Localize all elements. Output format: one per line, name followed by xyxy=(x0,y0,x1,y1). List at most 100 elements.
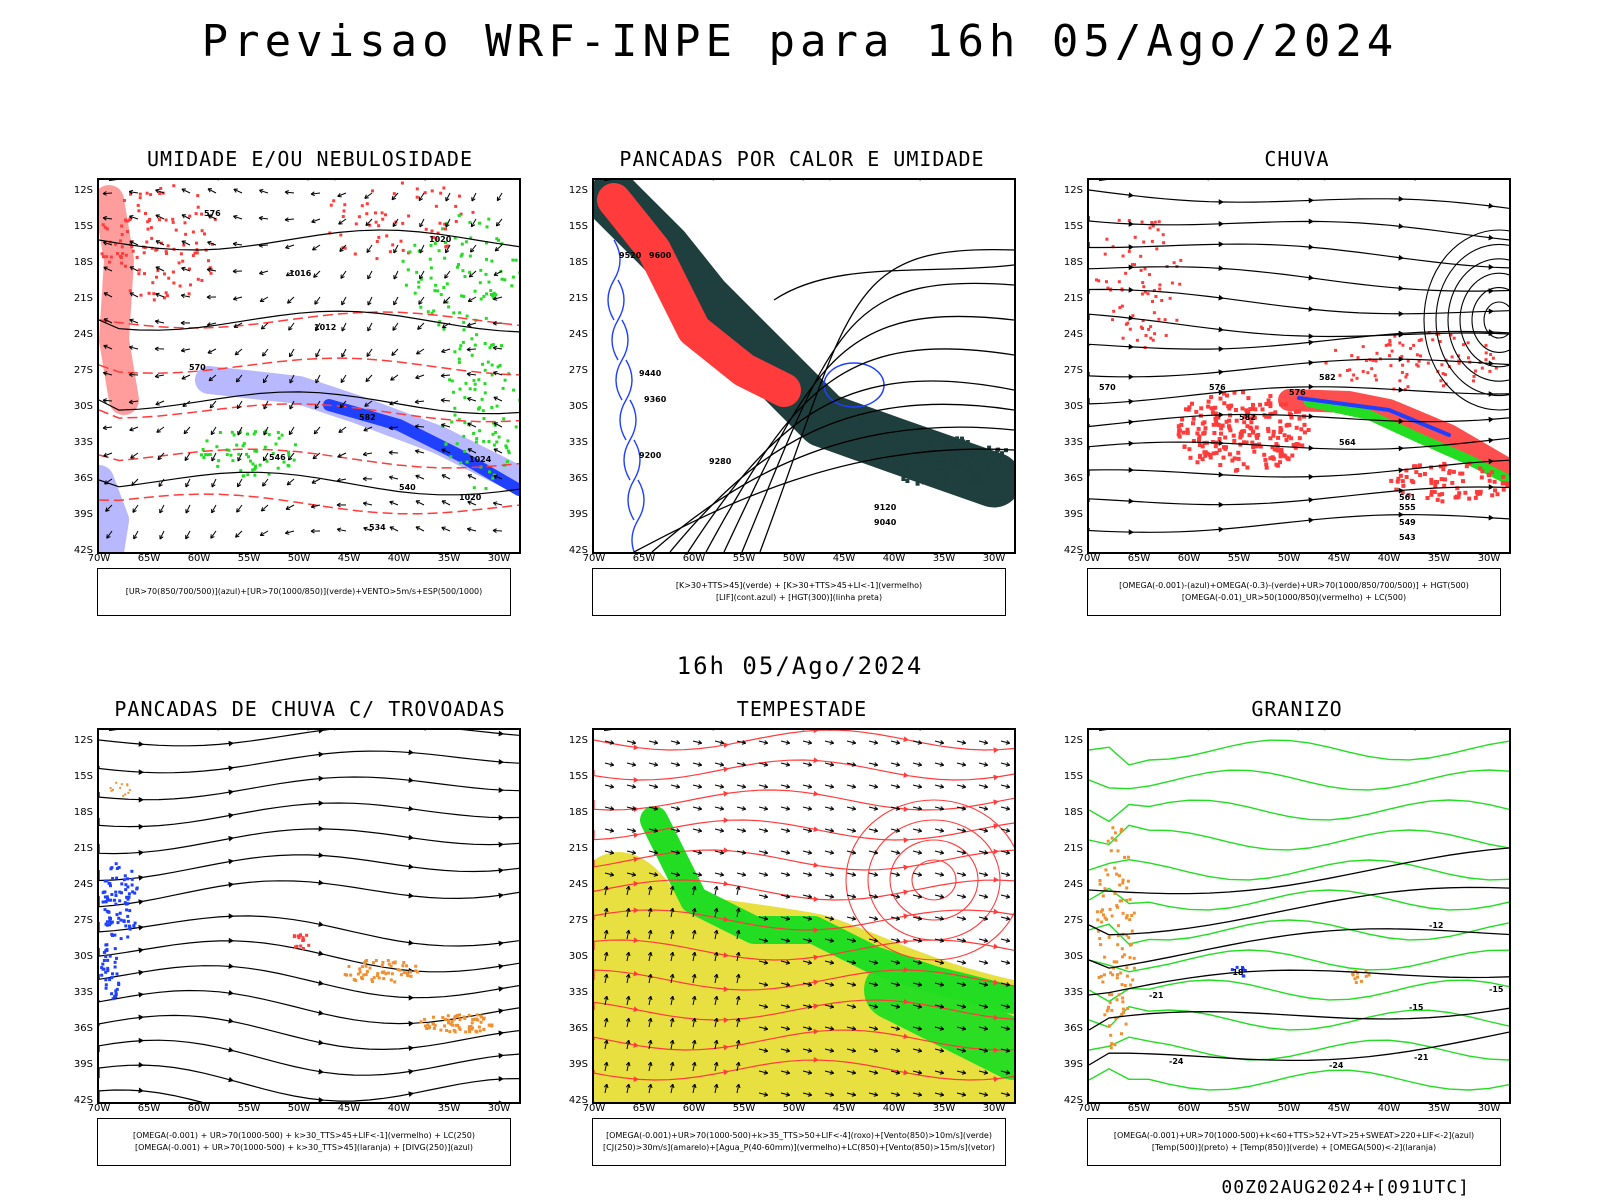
contour-label: 9600 xyxy=(649,251,672,260)
lat-tick-label: 15S xyxy=(73,771,93,782)
lat-tick-label: 30S xyxy=(1063,401,1083,412)
contour-label: -18 xyxy=(1229,968,1244,977)
contour-label: -21 xyxy=(1414,1053,1429,1062)
legend-line: [CJ(250)>30m/s](amarelo)+[Agua_P(40-60mm… xyxy=(603,1143,995,1152)
contour-label: 576 xyxy=(204,209,221,218)
lat-tick-label: 21S xyxy=(568,293,588,304)
map-plot: 1016 1012 1020 1024 570 576 582 546 540 534 1020 xyxy=(99,180,519,552)
lon-tick-label: 35W xyxy=(932,553,956,564)
forecast-map: -12 -15 -18 -21 -24 -15 -21 -24 xyxy=(1087,728,1511,1104)
contour-label: 9040 xyxy=(874,518,897,527)
lon-tick-label: 70W xyxy=(1077,1103,1101,1114)
lat-tick-label: 12S xyxy=(1063,735,1083,746)
panel-title: CHUVA xyxy=(1264,147,1330,171)
forecast-map: 1016 1012 1020 1024 570 576 582 546 540 534 1020 xyxy=(97,178,521,554)
lat-tick-label: 39S xyxy=(568,509,588,520)
lon-tick-label: 50W xyxy=(287,553,311,564)
lon-tick-label: 50W xyxy=(1277,1103,1301,1114)
lon-tick-label: 35W xyxy=(1427,553,1451,564)
lon-tick-label: 50W xyxy=(287,1103,311,1114)
lat-tick-label: 42S xyxy=(568,545,588,556)
contour-label: 576 xyxy=(1209,383,1226,392)
panel-legend: [K>30+TTS>45](verde) + [K>30+TTS>45+LI<-… xyxy=(592,568,1006,616)
lat-tick-label: 36S xyxy=(568,473,588,484)
lat-tick-label: 15S xyxy=(568,221,588,232)
lon-tick-label: 50W xyxy=(1277,553,1301,564)
panel-title: PANCADAS POR CALOR E UMIDADE xyxy=(619,147,985,171)
lon-tick-label: 55W xyxy=(1227,553,1251,564)
contour-label: -24 xyxy=(1329,1061,1344,1070)
lon-tick-label: 65W xyxy=(632,553,656,564)
lon-tick-label: 45W xyxy=(337,1103,361,1114)
lon-tick-label: 40W xyxy=(1377,1103,1401,1114)
lat-tick-label: 15S xyxy=(1063,771,1083,782)
lat-tick-label: 42S xyxy=(73,1095,93,1106)
lat-tick-label: 27S xyxy=(73,365,93,376)
map-plot: 9520 9600 9440 9360 9280 9200 9120 9040 xyxy=(594,180,1014,552)
lat-tick-label: 33S xyxy=(1063,987,1083,998)
lat-tick-label: 24S xyxy=(1063,329,1083,340)
valid-time-subtitle: 16h 05/Ago/2024 xyxy=(676,652,924,680)
lon-tick-label: 50W xyxy=(782,1103,806,1114)
contour-label: 582 xyxy=(1239,413,1256,422)
lat-tick-label: 21S xyxy=(73,843,93,854)
legend-line: [LIF](cont.azul) + [HGT(300)](linha pret… xyxy=(715,593,883,602)
lon-tick-label: 40W xyxy=(387,553,411,564)
lat-tick-label: 36S xyxy=(73,1023,93,1034)
lat-tick-label: 24S xyxy=(73,879,93,890)
lat-tick-label: 12S xyxy=(568,185,588,196)
legend-line: [OMEGA(-0.001)+UR>70(1000-500)+k<60+TTS>… xyxy=(1113,1131,1475,1140)
lon-tick-label: 30W xyxy=(487,1103,511,1114)
lat-tick-label: 39S xyxy=(1063,1059,1083,1070)
lat-tick-label: 21S xyxy=(73,293,93,304)
lat-tick-label: 21S xyxy=(1063,843,1083,854)
lon-tick-label: 45W xyxy=(1327,553,1351,564)
lat-tick-label: 33S xyxy=(73,437,93,448)
lat-tick-label: 24S xyxy=(568,329,588,340)
lat-tick-label: 24S xyxy=(568,879,588,890)
lat-tick-label: 27S xyxy=(1063,915,1083,926)
lat-tick-label: 12S xyxy=(73,185,93,196)
lon-tick-label: 65W xyxy=(632,1103,656,1114)
contour-label: -24 xyxy=(1169,1057,1184,1066)
contour-label: 9120 xyxy=(874,503,897,512)
forecast-map: 570576582558564570576582561555549543 xyxy=(1087,178,1511,554)
lon-tick-label: 60W xyxy=(682,1103,706,1114)
lat-tick-label: 36S xyxy=(1063,1023,1083,1034)
lon-tick-label: 40W xyxy=(387,1103,411,1114)
lon-tick-label: 60W xyxy=(187,553,211,564)
main-title: Previsao WRF-INPE para 16h 05/Ago/2024 xyxy=(201,16,1399,67)
contour-label: 576 xyxy=(1289,388,1306,397)
lat-tick-label: 18S xyxy=(1063,257,1083,268)
lat-tick-label: 30S xyxy=(73,401,93,412)
lon-tick-label: 50W xyxy=(782,553,806,564)
map-plot: 570576582558564570576582561555549543 xyxy=(1089,180,1509,542)
forecast-map: 9520 9600 9440 9360 9280 9200 9120 9040 xyxy=(592,178,1016,554)
lon-tick-label: 40W xyxy=(882,553,906,564)
lon-tick-label: 35W xyxy=(437,553,461,564)
lat-tick-label: 18S xyxy=(73,807,93,818)
lat-tick-label: 21S xyxy=(568,843,588,854)
contour-label: 582 xyxy=(359,413,376,422)
lat-tick-label: 39S xyxy=(73,509,93,520)
contour-label: 9200 xyxy=(639,451,662,460)
lon-tick-label: 45W xyxy=(832,1103,856,1114)
lat-tick-label: 33S xyxy=(568,987,588,998)
lon-tick-label: 65W xyxy=(1127,553,1151,564)
lat-tick-label: 33S xyxy=(568,437,588,448)
panel-title: UMIDADE E/OU NEBULOSIDADE xyxy=(146,147,474,171)
forecast-map xyxy=(592,728,1016,1104)
lat-tick-label: 39S xyxy=(1063,509,1083,520)
contour-label: 9520 xyxy=(619,251,642,260)
model-run-label: 00Z02AUG2024+[091UTC] xyxy=(1221,1177,1470,1198)
legend-line: [OMEGA(-0.01)_UR>50(1000/850)(vermelho) … xyxy=(1181,593,1407,602)
forecast-map xyxy=(97,728,521,1104)
contour-label: 570 xyxy=(1099,383,1116,392)
lat-tick-label: 18S xyxy=(1063,807,1083,818)
lon-tick-label: 60W xyxy=(1177,553,1201,564)
contour-label: 1016 xyxy=(289,269,312,278)
lat-tick-label: 27S xyxy=(1063,365,1083,376)
lat-tick-label: 24S xyxy=(1063,879,1083,890)
legend-line: [UR>70(850/700/500)](azul)+[UR>70(1000/8… xyxy=(125,587,483,596)
lat-tick-label: 39S xyxy=(73,1059,93,1070)
